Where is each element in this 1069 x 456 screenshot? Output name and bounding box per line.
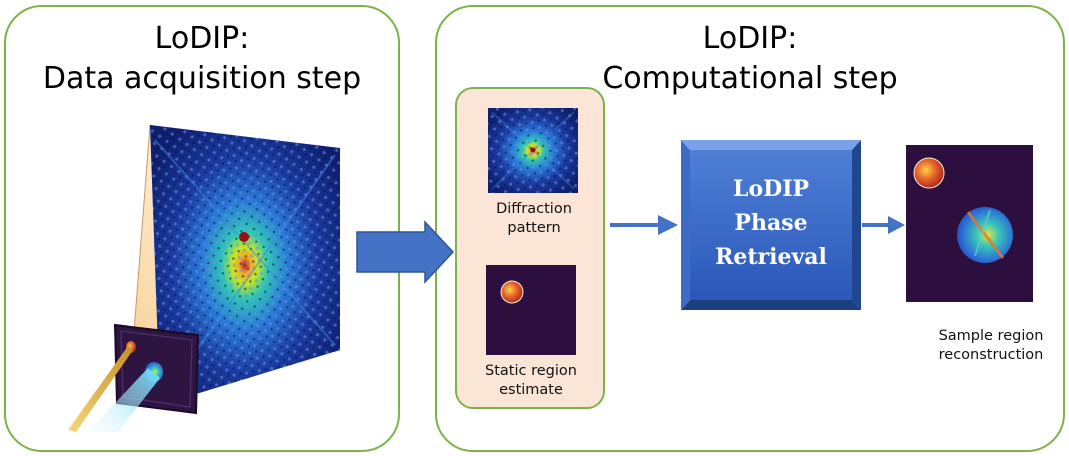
static-region-label: Static region estimate [466, 362, 596, 400]
reconstruction-label-line1: Sample region [938, 328, 1044, 344]
diffraction-pattern-thumbnail [488, 108, 578, 193]
block-label-line3: Retrieval [715, 244, 827, 270]
reconstruction-image [906, 145, 1033, 302]
reconstruction-label: Sample region reconstruction [915, 327, 1067, 365]
diffraction-label-line2: pattern [507, 220, 561, 236]
block-label-line2: Phase [734, 210, 807, 236]
diffraction-label-line1: Diffraction [496, 201, 572, 217]
acquisition-title-line2: Data acquisition step [42, 61, 362, 96]
block-label-line1: LoDIP [733, 176, 809, 202]
cone-edge [132, 124, 151, 346]
static-label-line2: estimate [499, 382, 563, 398]
output-arrow [862, 216, 905, 234]
incident-beam-gold [68, 346, 133, 432]
incident-beam-cyan [88, 368, 160, 432]
input-arrow [610, 215, 678, 235]
step-arrow [356, 220, 455, 284]
diffraction-pattern-label: Diffraction pattern [470, 200, 598, 238]
computational-title-line2: Computational step [602, 61, 898, 96]
phase-retrieval-block [681, 140, 861, 310]
acquisition-title-line1: LoDIP: [154, 21, 250, 56]
static-label-line1: Static region [485, 363, 577, 379]
reconstruction-label-line2: reconstruction [938, 347, 1044, 363]
static-region-thumbnail [486, 265, 576, 355]
computational-title-line1: LoDIP: [702, 21, 798, 56]
